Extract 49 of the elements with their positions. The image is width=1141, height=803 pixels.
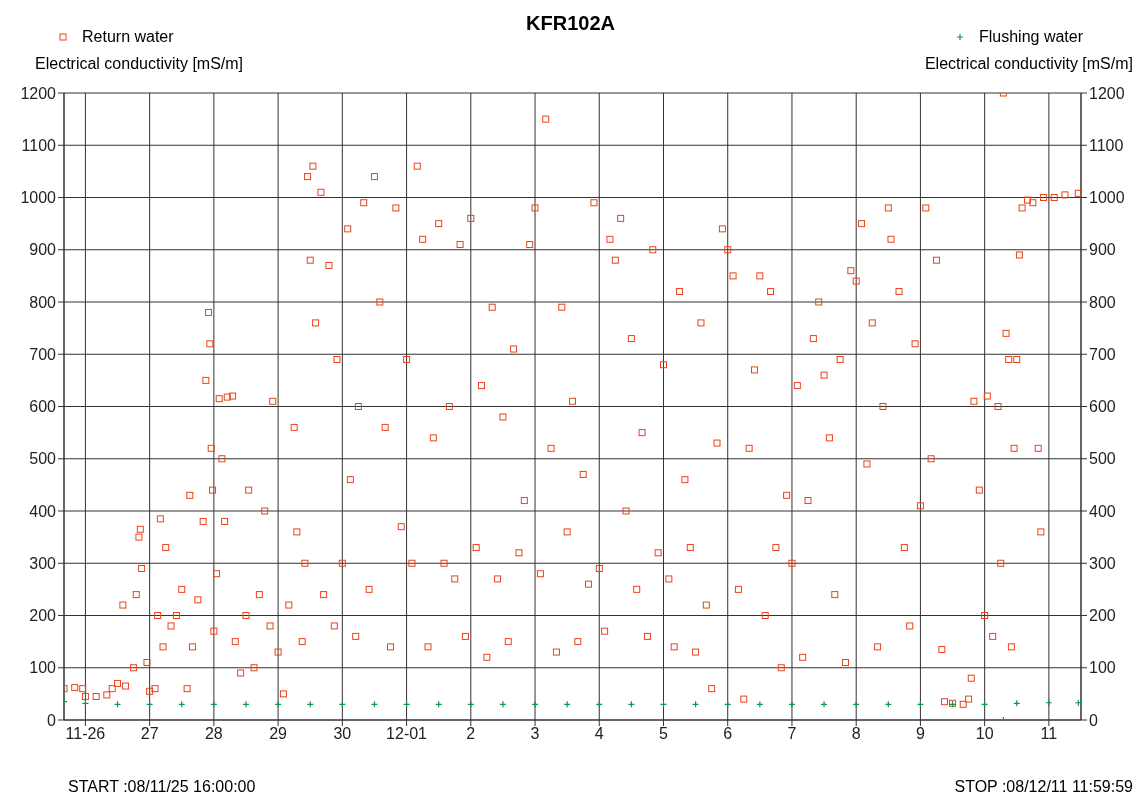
- x-tick-label: 5: [659, 725, 669, 743]
- y-tick-label: 300: [29, 554, 57, 572]
- y2-tick-label: 900: [1089, 241, 1116, 259]
- y2-tick-label: 800: [1089, 293, 1116, 311]
- y2-tick-label: 100: [1089, 659, 1116, 677]
- y-tick-label: 700: [29, 345, 57, 363]
- y-tick-label: 100: [29, 659, 57, 677]
- y-tick-label: 500: [29, 450, 57, 468]
- y-tick-label: 200: [29, 607, 57, 625]
- x-tick-label: 12-01: [386, 725, 428, 743]
- y2-tick-label: 300: [1089, 554, 1116, 572]
- x-tick-label: 11: [1040, 725, 1058, 743]
- x-tick-label: 8: [851, 725, 861, 743]
- text: STOP :08/12/11 11:59:59: [954, 778, 1133, 796]
- y-tick-label: 400: [29, 502, 57, 520]
- y-tick-label: 1200: [20, 84, 57, 102]
- x-tick-label: 10: [975, 725, 994, 743]
- x-tick-label: 11-26: [65, 725, 106, 743]
- chart-title: KFR102A: [526, 12, 615, 34]
- x-tick-label: 4: [594, 725, 604, 743]
- x-tick-label: 30: [333, 725, 352, 743]
- x-tick-label: 2: [466, 725, 476, 743]
- y2-tick-label: 1100: [1089, 136, 1124, 154]
- y2-tick-label: 400: [1089, 502, 1116, 520]
- x-tick-label: 3: [530, 725, 540, 743]
- y2-tick-label: 1000: [1089, 189, 1125, 207]
- y2-tick-label: 1200: [1089, 84, 1125, 102]
- legend-label: Return water: [82, 28, 174, 46]
- x-tick-label: 29: [269, 725, 288, 743]
- y2-axis-title: Electrical conductivity [mS/m]: [924, 55, 1133, 73]
- y-axis-title: Electrical conductivity [mS/m]: [35, 55, 244, 73]
- x-tick-label: 27: [140, 725, 159, 743]
- x-tick-label: 9: [915, 725, 925, 743]
- legend-label: Flushing water: [978, 28, 1083, 46]
- y-tick-label: 800: [29, 293, 57, 311]
- y-tick-label: 600: [29, 398, 57, 416]
- y2-tick-label: 0: [1089, 711, 1098, 729]
- y2-tick-label: 600: [1089, 398, 1116, 416]
- x-tick-label: 28: [204, 725, 223, 743]
- y-tick-label: 1000: [20, 189, 57, 207]
- y2-tick-label: 700: [1089, 345, 1116, 363]
- text: START :08/11/25 16:00:00: [68, 778, 256, 796]
- y2-tick-label: 200: [1089, 607, 1116, 625]
- y-tick-label: 900: [29, 241, 57, 259]
- x-tick-label: 6: [723, 725, 733, 743]
- y-tick-label: 0: [47, 711, 57, 729]
- y-tick-label: 1100: [21, 136, 57, 154]
- x-tick-label: 7: [787, 725, 797, 743]
- y2-tick-label: 500: [1089, 450, 1116, 468]
